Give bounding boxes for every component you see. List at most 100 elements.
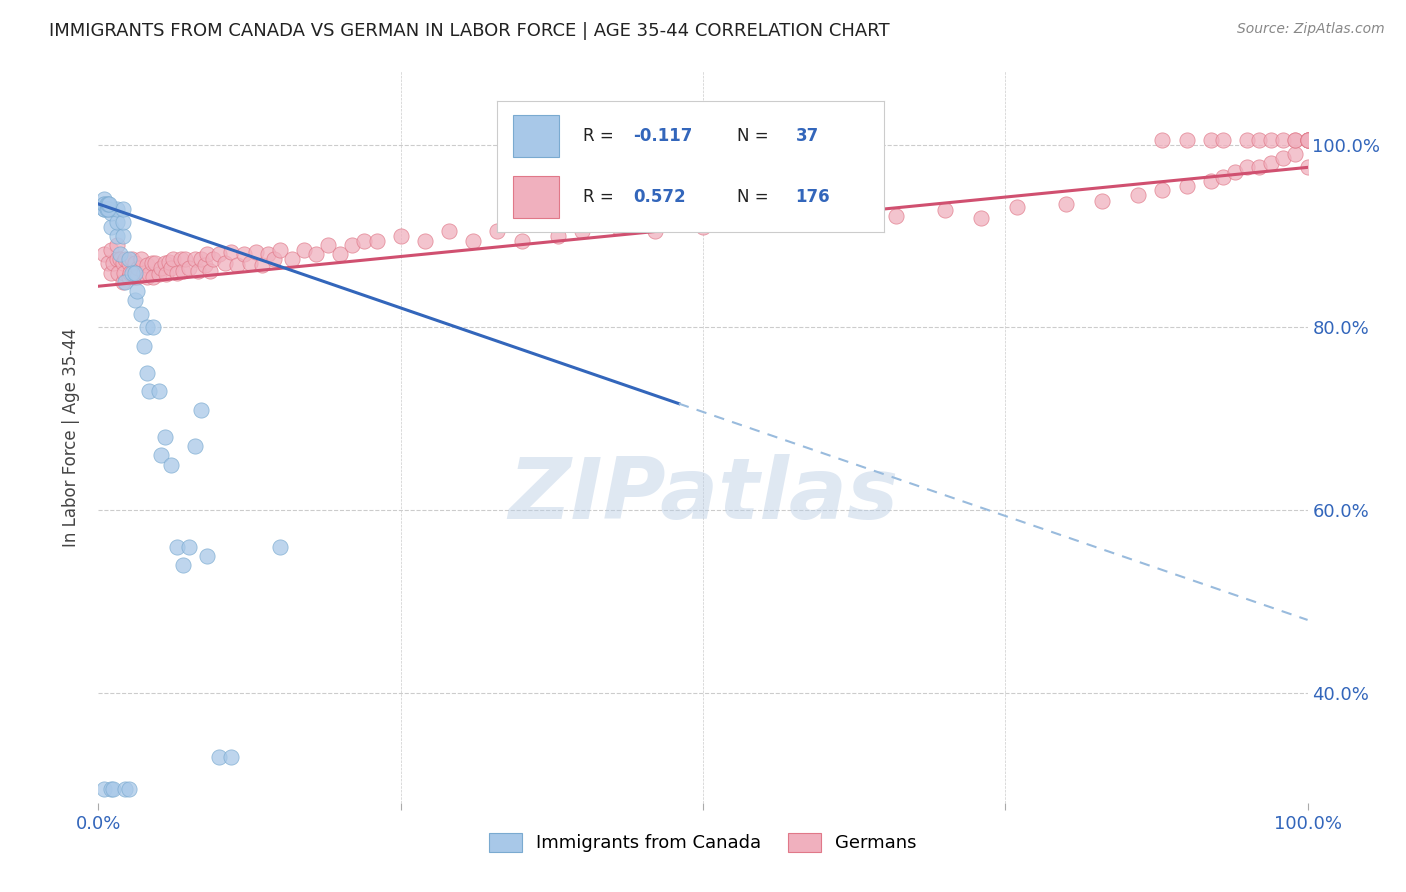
Point — [1272, 133, 1295, 147]
Point — [463, 234, 485, 248]
Point — [142, 320, 165, 334]
Point — [118, 252, 141, 266]
Point — [184, 439, 207, 453]
Point — [121, 252, 143, 266]
Point — [118, 266, 141, 280]
Point — [813, 211, 835, 225]
Point — [100, 202, 122, 216]
Point — [510, 234, 533, 248]
Point — [93, 202, 115, 216]
Point — [214, 256, 236, 270]
Point — [728, 215, 751, 229]
Point — [118, 270, 141, 285]
Point — [105, 228, 128, 243]
Point — [934, 203, 956, 218]
Point — [155, 268, 177, 282]
Point — [1284, 146, 1306, 161]
Point — [134, 266, 156, 280]
Point — [101, 782, 124, 797]
Legend: Immigrants from Canada, Germans: Immigrants from Canada, Germans — [482, 826, 924, 860]
Point — [124, 266, 146, 280]
Point — [1152, 133, 1174, 147]
Point — [1199, 174, 1222, 188]
Point — [124, 293, 146, 307]
Point — [100, 782, 122, 797]
Point — [129, 307, 152, 321]
Point — [179, 260, 201, 275]
Point — [100, 266, 122, 280]
Point — [184, 252, 207, 266]
Point — [1236, 161, 1258, 175]
Point — [105, 215, 128, 229]
Point — [160, 458, 183, 472]
Point — [114, 782, 136, 797]
Point — [1212, 133, 1234, 147]
Point — [93, 197, 115, 211]
Point — [1284, 133, 1306, 147]
Point — [157, 254, 180, 268]
Point — [135, 320, 157, 334]
Point — [97, 197, 120, 211]
Point — [195, 549, 218, 563]
Point — [226, 258, 249, 272]
Y-axis label: In Labor Force | Age 35-44: In Labor Force | Age 35-44 — [62, 327, 80, 547]
Point — [143, 256, 166, 270]
Point — [111, 215, 134, 229]
Point — [100, 219, 122, 234]
Point — [138, 384, 160, 399]
Point — [187, 263, 209, 277]
Point — [1091, 194, 1114, 209]
Text: IMMIGRANTS FROM CANADA VS GERMAN IN LABOR FORCE | AGE 35-44 CORRELATION CHART: IMMIGRANTS FROM CANADA VS GERMAN IN LABO… — [49, 22, 890, 40]
Point — [93, 782, 115, 797]
Point — [118, 256, 141, 270]
Point — [849, 212, 872, 227]
Point — [111, 256, 134, 270]
Point — [281, 252, 304, 266]
Point — [166, 540, 188, 554]
Point — [263, 252, 285, 266]
Point — [1128, 187, 1150, 202]
Point — [127, 260, 149, 275]
Point — [1152, 183, 1174, 197]
Point — [100, 243, 122, 257]
Point — [221, 750, 243, 764]
Point — [93, 197, 115, 211]
Point — [1284, 133, 1306, 147]
Point — [112, 266, 135, 280]
Point — [127, 284, 149, 298]
Point — [1223, 165, 1246, 179]
Point — [172, 558, 194, 573]
Point — [98, 197, 121, 211]
Point — [190, 402, 212, 417]
Point — [118, 782, 141, 797]
Point — [141, 256, 163, 270]
Point — [135, 270, 157, 285]
Point — [486, 224, 509, 238]
Point — [148, 384, 170, 399]
Point — [208, 750, 231, 764]
Point — [413, 234, 436, 248]
Point — [96, 197, 118, 211]
Point — [97, 256, 120, 270]
Point — [153, 256, 176, 270]
Point — [692, 219, 714, 234]
Point — [607, 219, 630, 234]
Point — [1212, 169, 1234, 184]
Point — [1296, 133, 1319, 147]
Point — [108, 252, 131, 266]
Point — [1260, 155, 1282, 169]
Point — [1260, 133, 1282, 147]
Point — [316, 238, 339, 252]
Point — [342, 238, 364, 252]
Point — [108, 247, 131, 261]
Point — [134, 338, 156, 352]
Point — [269, 243, 291, 257]
Point — [1296, 161, 1319, 175]
Point — [269, 540, 291, 554]
Point — [150, 448, 173, 462]
Point — [105, 252, 128, 266]
Point — [366, 234, 388, 248]
Point — [93, 193, 115, 207]
Point — [1249, 133, 1271, 147]
Point — [111, 228, 134, 243]
